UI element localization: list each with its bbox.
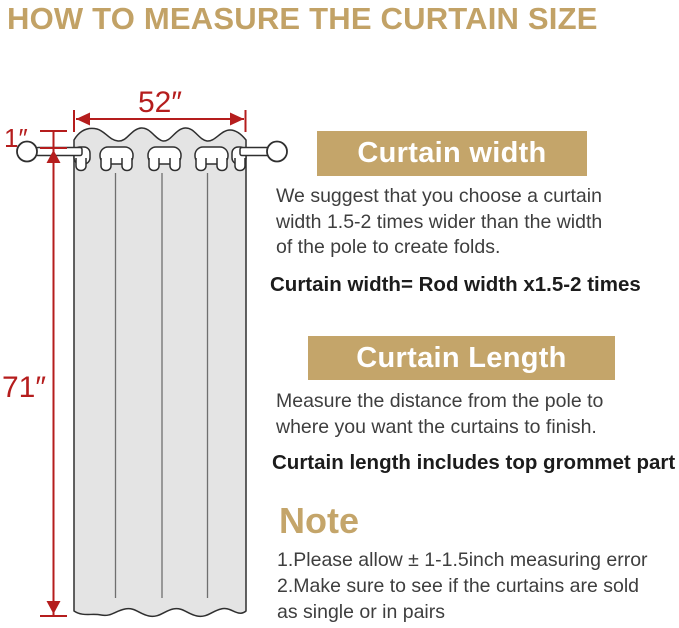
note-item: as single or in pairs: [277, 600, 445, 623]
note-heading: Note: [279, 500, 359, 541]
curtain-width-description: We suggest that you choose a curtain wid…: [276, 184, 602, 261]
description-line: Measure the distance from the pole to: [276, 390, 604, 412]
description-line: where you want the curtains to finish.: [276, 415, 597, 438]
arrowhead-up-icon: [46, 150, 61, 163]
arrowhead-left-icon: [76, 112, 90, 126]
arrowhead-right-icon: [230, 112, 244, 126]
curtain-body: [73, 127, 247, 618]
length-measurement-label: 71″: [2, 371, 46, 404]
curtain-width-heading: Curtain width: [317, 131, 587, 176]
arrowhead-down-icon: [46, 601, 61, 614]
rod-finial-right: [266, 140, 288, 163]
note-list: 1.Please allow ± 1-1.5inch measuring err…: [277, 548, 648, 625]
top-offset-measurement-label: 1″: [4, 123, 28, 153]
width-measurement-label: 52″: [138, 86, 182, 119]
curtain-length-heading: Curtain Length: [308, 336, 615, 380]
description-line: We suggest that you choose a curtain: [276, 185, 602, 207]
curtain-width-formula: Curtain width= Rod width x1.5-2 times: [270, 273, 641, 296]
measurement-annotations: [40, 110, 247, 617]
curtain-fold-lines: [114, 173, 209, 598]
description-line: of the pole to create folds.: [276, 236, 501, 258]
curtain-measurement-diagram: 52″ 1″ 71″: [2, 86, 288, 618]
note-item: 1.Please allow ± 1-1.5inch measuring err…: [277, 549, 648, 571]
rod-finial-left: [16, 140, 38, 163]
curtain-length-formula: Curtain length includes top grommet part: [272, 451, 676, 474]
curtain-length-description: Measure the distance from the pole to wh…: [276, 389, 603, 440]
grommet-loops: [75, 158, 246, 172]
description-line: width 1.5-2 times wider than the width: [276, 210, 603, 233]
page-title: HOW TO MEASURE THE CURTAIN SIZE: [7, 1, 598, 36]
note-item: 2.Make sure to see if the curtains are s…: [277, 574, 640, 597]
